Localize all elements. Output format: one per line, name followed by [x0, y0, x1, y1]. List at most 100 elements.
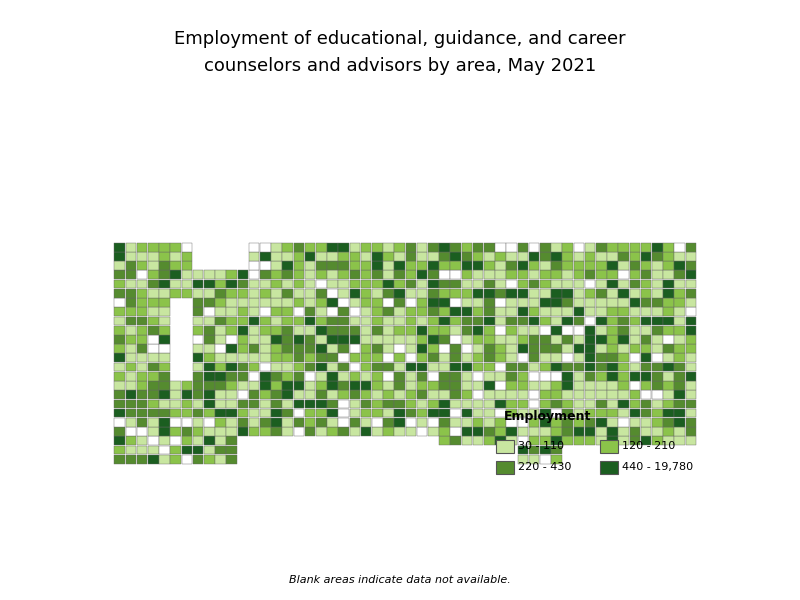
- Bar: [540, 298, 550, 307]
- Bar: [529, 344, 539, 353]
- Bar: [417, 289, 427, 298]
- Bar: [126, 427, 136, 436]
- Bar: [686, 261, 696, 270]
- Bar: [518, 280, 528, 289]
- Bar: [126, 261, 136, 270]
- Bar: [383, 252, 394, 261]
- Bar: [249, 400, 259, 408]
- Bar: [450, 353, 461, 362]
- Bar: [506, 307, 517, 316]
- Bar: [585, 436, 595, 445]
- Bar: [305, 427, 315, 436]
- Bar: [282, 317, 293, 325]
- Bar: [529, 427, 539, 436]
- Bar: [562, 409, 573, 418]
- Bar: [137, 362, 147, 371]
- Bar: [406, 317, 416, 325]
- Bar: [361, 280, 371, 289]
- Bar: [137, 335, 147, 344]
- Bar: [574, 298, 584, 307]
- Bar: [607, 298, 618, 307]
- Bar: [305, 344, 315, 353]
- Bar: [450, 390, 461, 399]
- Bar: [495, 298, 506, 307]
- Bar: [674, 381, 685, 390]
- Bar: [641, 261, 651, 270]
- Bar: [316, 326, 326, 335]
- Bar: [226, 436, 237, 445]
- Bar: [618, 243, 629, 251]
- Bar: [305, 317, 315, 325]
- Bar: [305, 280, 315, 289]
- Bar: [305, 298, 315, 307]
- Bar: [394, 271, 405, 279]
- Bar: [338, 400, 349, 408]
- Bar: [126, 326, 136, 335]
- Bar: [316, 252, 326, 261]
- Bar: [361, 271, 371, 279]
- Bar: [473, 261, 483, 270]
- Bar: [618, 335, 629, 344]
- Bar: [170, 409, 181, 418]
- Bar: [574, 289, 584, 298]
- Bar: [338, 307, 349, 316]
- Bar: [417, 326, 427, 335]
- Bar: [596, 362, 606, 371]
- Bar: [148, 280, 158, 289]
- Bar: [316, 271, 326, 279]
- Bar: [641, 372, 651, 380]
- Bar: [674, 307, 685, 316]
- Bar: [193, 446, 203, 454]
- Bar: [540, 400, 550, 408]
- Bar: [338, 298, 349, 307]
- Bar: [450, 326, 461, 335]
- Bar: [529, 390, 539, 399]
- Bar: [585, 390, 595, 399]
- Bar: [282, 372, 293, 380]
- Bar: [327, 335, 338, 344]
- Bar: [540, 326, 550, 335]
- Bar: [674, 289, 685, 298]
- Bar: [473, 353, 483, 362]
- Bar: [271, 335, 282, 344]
- Bar: [574, 427, 584, 436]
- Bar: [271, 326, 282, 335]
- Bar: [551, 400, 562, 408]
- Bar: [282, 418, 293, 427]
- Bar: [450, 307, 461, 316]
- Bar: [551, 372, 562, 380]
- Bar: [473, 344, 483, 353]
- Bar: [607, 317, 618, 325]
- Bar: [674, 280, 685, 289]
- Bar: [215, 335, 226, 344]
- Bar: [462, 390, 472, 399]
- Bar: [137, 409, 147, 418]
- Bar: [394, 344, 405, 353]
- Bar: [316, 289, 326, 298]
- Bar: [182, 280, 192, 289]
- Bar: [618, 344, 629, 353]
- Bar: [585, 261, 595, 270]
- Bar: [618, 261, 629, 270]
- Bar: [596, 344, 606, 353]
- Bar: [450, 418, 461, 427]
- Bar: [428, 298, 438, 307]
- Bar: [674, 298, 685, 307]
- Bar: [652, 252, 662, 261]
- Bar: [641, 271, 651, 279]
- Bar: [652, 261, 662, 270]
- Bar: [406, 280, 416, 289]
- Bar: [428, 400, 438, 408]
- Bar: [350, 280, 360, 289]
- Bar: [350, 390, 360, 399]
- Bar: [238, 381, 248, 390]
- Bar: [182, 271, 192, 279]
- Bar: [204, 372, 214, 380]
- Bar: [327, 362, 338, 371]
- Bar: [294, 317, 304, 325]
- Bar: [674, 436, 685, 445]
- Bar: [350, 427, 360, 436]
- Bar: [540, 271, 550, 279]
- Bar: [215, 400, 226, 408]
- Bar: [170, 289, 181, 298]
